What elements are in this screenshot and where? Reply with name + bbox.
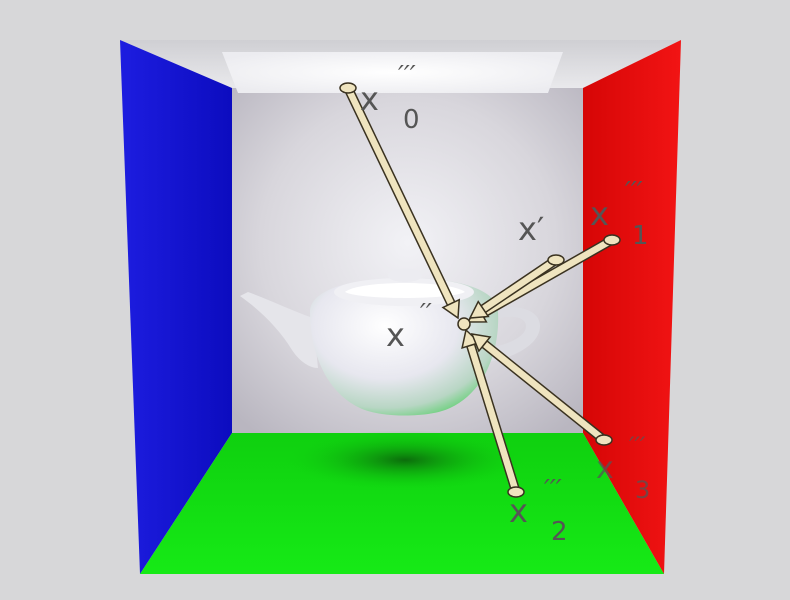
label-xpp-base: x	[386, 316, 405, 354]
label-x3-base: x	[596, 451, 614, 486]
label-x3: x ′′′ 3	[596, 432, 650, 504]
teapot-shadow	[285, 430, 525, 490]
ray-x0-to-xpp-arrowhead	[441, 298, 461, 320]
area-light	[222, 52, 563, 93]
rays	[339, 82, 621, 498]
xpp-hit-point	[457, 317, 471, 331]
label-x1-base: x	[590, 195, 609, 233]
label-x1-sub: 1	[632, 221, 649, 251]
floor-green	[140, 433, 664, 574]
label-x-prime: x′	[518, 210, 544, 248]
label-x-double-prime: x ′′	[386, 299, 432, 354]
label-x2-sub: 2	[551, 517, 568, 547]
label-xpp-primes: ′′	[420, 299, 432, 329]
label-x0-primes: ′′′	[398, 61, 416, 91]
left-wall-blue	[120, 40, 232, 574]
ray-xp-to-xpp	[468, 254, 565, 319]
label-x2-primes: ′′′	[544, 475, 562, 505]
ray-xp-to-xpp-arrowhead	[468, 300, 490, 319]
label-x3-primes: ′′′	[629, 432, 646, 460]
ray-x3-to-xpp-arrowhead	[470, 333, 492, 353]
ray-x2-to-xpp-tail	[507, 486, 525, 498]
ray-x1-to-xpp-tail	[603, 234, 621, 246]
label-x1: x ′′′ 1	[590, 177, 649, 251]
label-x2: x ′′′ 2	[509, 475, 568, 547]
label-x2-base: x	[509, 492, 528, 530]
ray-x3-to-xpp-tail	[595, 434, 613, 446]
ray-x0-to-xpp	[339, 82, 461, 320]
ray-xp-to-xpp-tail	[547, 254, 565, 266]
label-x0: x ′′′ 0	[360, 61, 420, 135]
label-x0-sub: 0	[403, 105, 420, 135]
ray-x3-to-xpp	[470, 333, 613, 446]
label-x1-primes: ′′′	[625, 177, 643, 207]
label-x3-sub: 3	[635, 476, 650, 504]
label-x-prime-text: x′	[518, 210, 544, 248]
ray-x0-to-xpp-tail	[339, 82, 357, 94]
label-x0-base: x	[360, 80, 379, 118]
